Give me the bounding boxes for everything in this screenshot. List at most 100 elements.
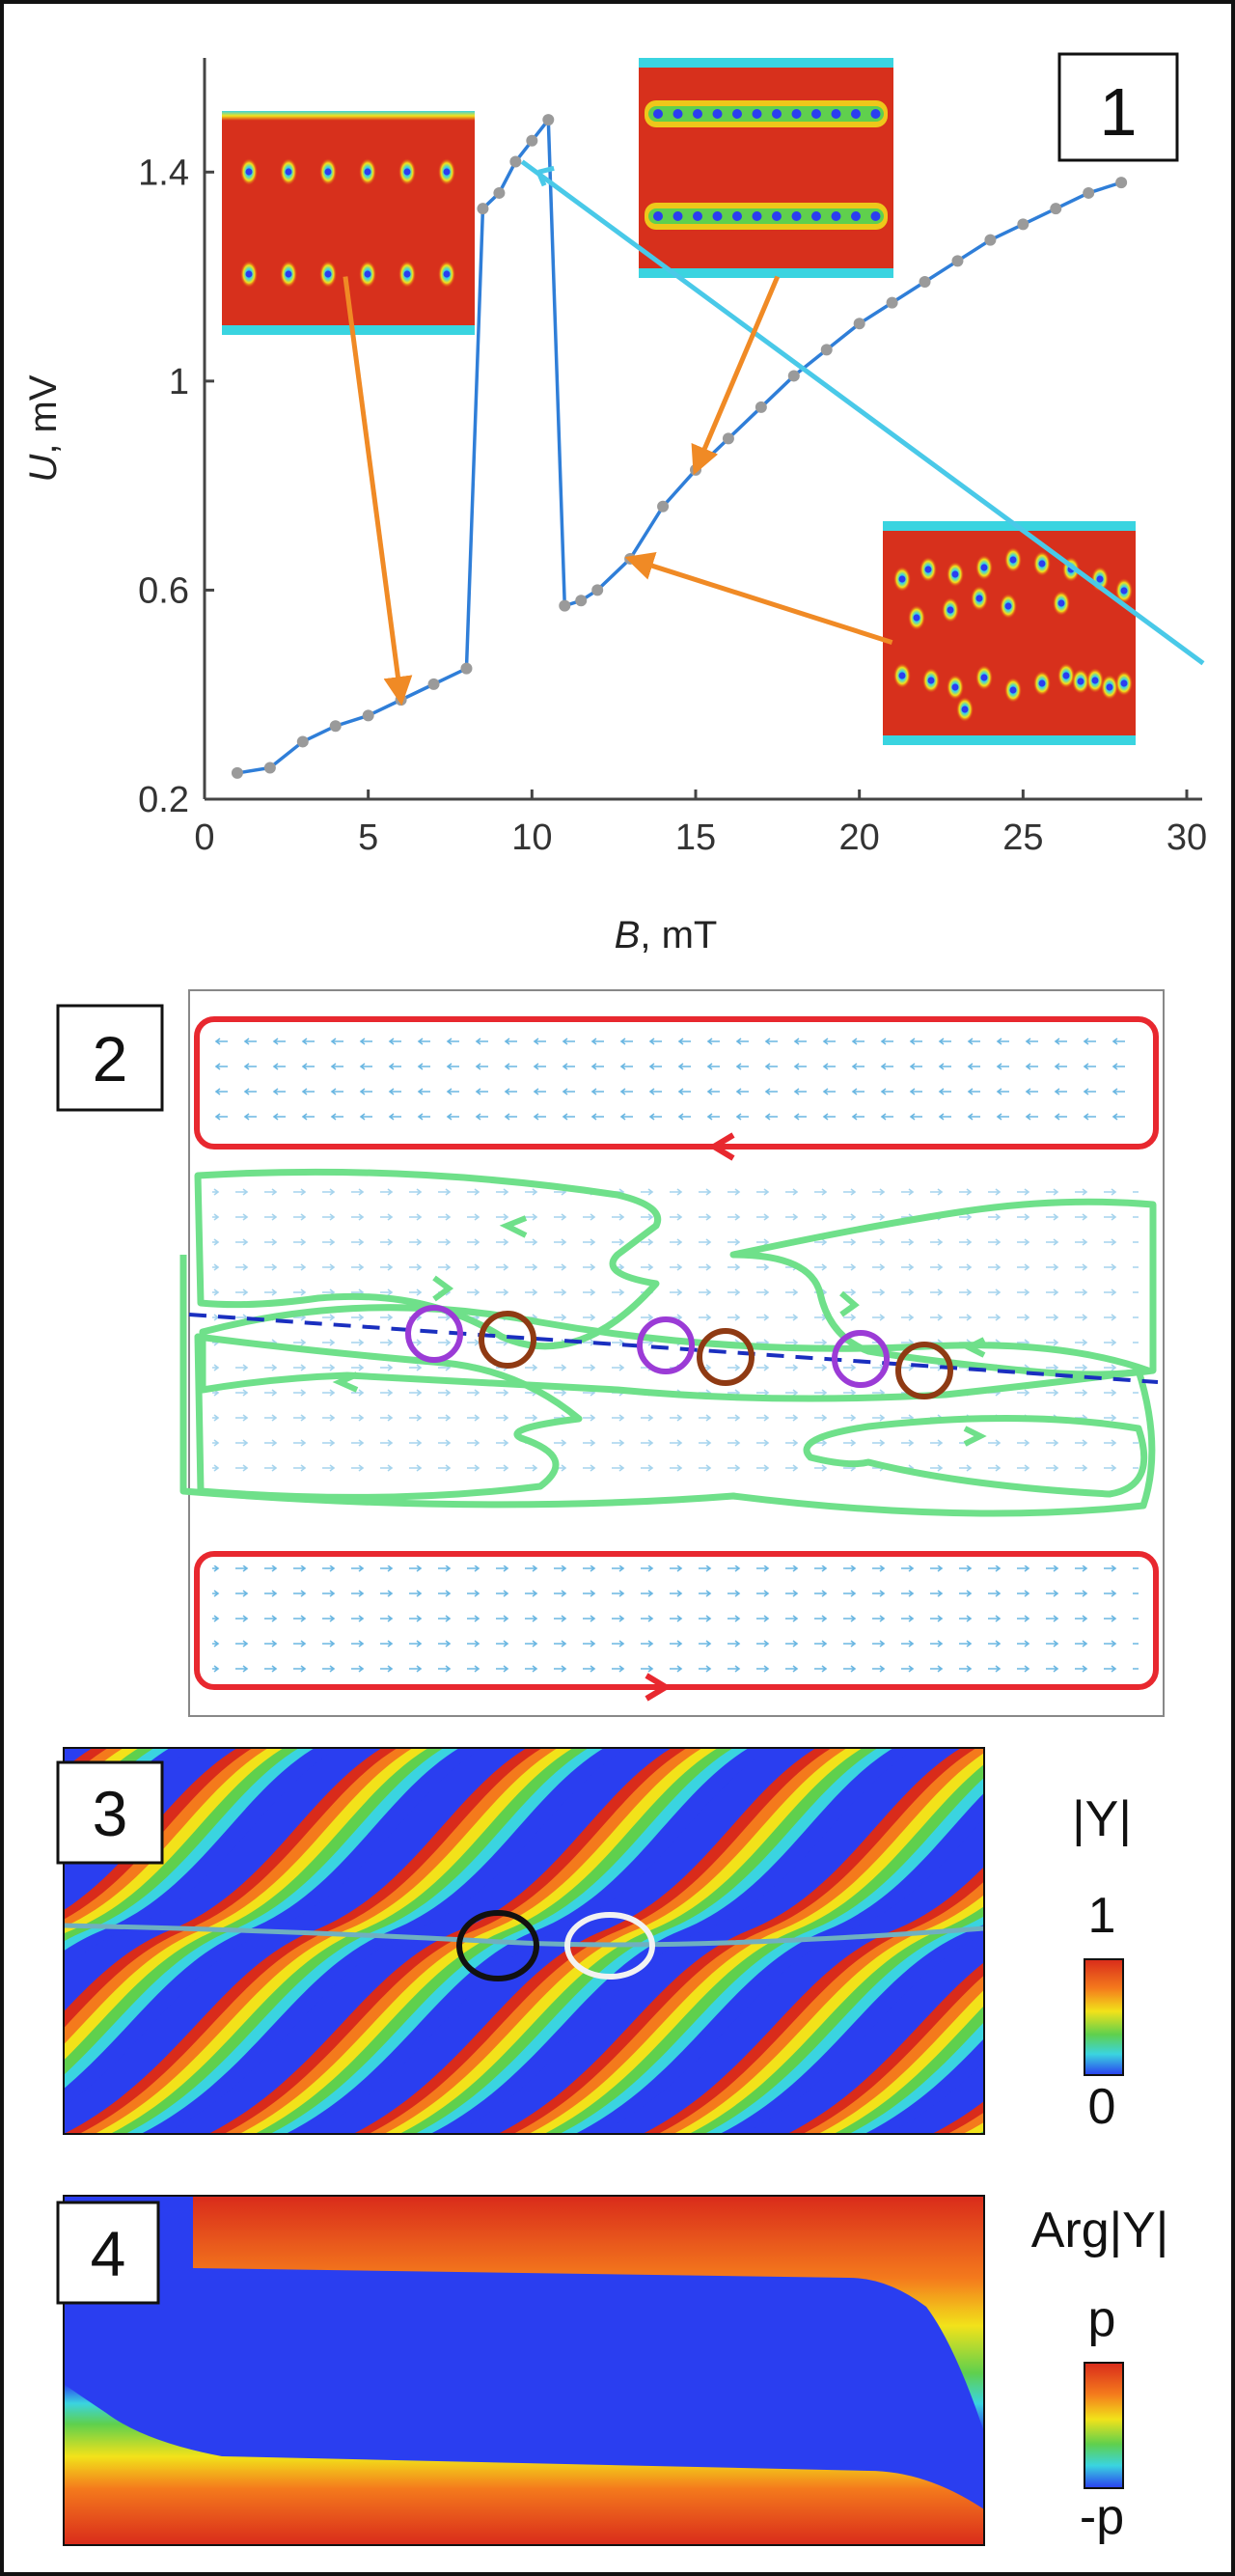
inset-vortex-core [791, 109, 802, 119]
quiver-field-top [212, 1025, 1139, 1133]
phase-band [125, 1748, 612, 2134]
green-flow-loops [179, 1168, 1157, 1517]
inset-vortex-core [1096, 575, 1104, 583]
data-point [460, 662, 473, 675]
phase-band [673, 1895, 984, 2134]
phase-band [110, 1748, 596, 2134]
data-point [329, 720, 342, 733]
panel-2-label-box [56, 1004, 164, 1112]
data-point [559, 599, 571, 612]
inset-vortex-core [1120, 679, 1128, 687]
inset-vortex-core [285, 168, 292, 176]
red-loop-bottom [194, 1551, 1159, 1690]
inset-vortex-core [947, 606, 954, 614]
panel-4-label-box [56, 2201, 160, 2305]
inset-vortex-core [951, 683, 959, 691]
inset-b-chain-lower-core [648, 208, 884, 224]
inset-vortex-core [913, 614, 920, 622]
vortex-2 [697, 1328, 755, 1386]
inset-c-bottom-edge [883, 735, 1136, 745]
inset-b-chain-upper-core [648, 106, 884, 122]
panel-2: 2 [56, 989, 1165, 1717]
phase-band [79, 1748, 565, 2134]
phase-band [430, 1748, 917, 2134]
x-tick-label: 5 [358, 817, 378, 858]
phase-band [1139, 1748, 1235, 2134]
inset-b-vortices [653, 109, 881, 221]
data-point [493, 186, 506, 199]
panel-1-axes: 0 5 10 15 20 25 30 0.2 0.6 1 1.4 B, mT U, mV [22, 58, 1207, 956]
inset-c-top-edge [883, 521, 1136, 531]
phase-band [399, 1748, 886, 2134]
panel-3-colorbar-max: 1 [1088, 1888, 1116, 1944]
x-axis-unit: , mT [640, 914, 717, 956]
phase-band [1154, 1748, 1235, 2134]
panel-3-label: 3 [93, 1778, 128, 1849]
phase-band [64, 1748, 338, 1969]
data-point [591, 584, 604, 596]
inset-vortex-core [403, 168, 411, 176]
vortex-marker-dark [456, 1910, 539, 1981]
data-point [1017, 218, 1029, 231]
x-axis-variable: B [615, 914, 641, 956]
panel-4-bottom-band [64, 2384, 984, 2545]
inset-vortex-core [898, 672, 906, 679]
data-point [951, 255, 964, 267]
inset-vortex-core [851, 211, 861, 221]
inset-vortex-core [1057, 599, 1065, 607]
phase-band [932, 2100, 984, 2134]
phase-band [0, 1748, 17, 2134]
inset-vortex-core [364, 168, 371, 176]
inset-vortex-core [672, 109, 683, 119]
data-point [263, 762, 276, 774]
data-point [919, 275, 931, 288]
panel-1-label: 1 [1100, 74, 1138, 150]
inset-vortex-core [752, 211, 762, 221]
green-loop-lower-right [803, 1414, 1148, 1498]
data-point [657, 500, 670, 512]
inset-vortex-core [712, 109, 723, 119]
y-tick-label: 1.4 [138, 152, 189, 193]
y-tick-label: 0.2 [138, 780, 189, 820]
inset-disordered-vortices [883, 521, 1136, 745]
red-loop-top [194, 1016, 1159, 1150]
vortex-chain-dashed-line [188, 1313, 1159, 1384]
inset-pointer-arrow [691, 275, 781, 476]
inset-vortex-core [951, 570, 959, 578]
panel-1-overlay [343, 159, 1205, 706]
phase-band [64, 1748, 452, 2083]
inset-vortex-core [672, 211, 683, 221]
data-point [296, 735, 309, 748]
inset-vortex-core [1120, 587, 1128, 595]
data-point [542, 114, 555, 126]
inset-vortex-core [732, 211, 742, 221]
inset-vortex-core [811, 211, 821, 221]
inset-vortex-core [653, 211, 663, 221]
red-loop-bottom-arrow [645, 1673, 672, 1702]
panel-3-core-line [64, 1923, 984, 1948]
data-point [575, 595, 588, 607]
phase-band [560, 1777, 984, 2134]
data-point [1083, 186, 1095, 199]
inset-vortex-core [693, 109, 702, 119]
inset-pointer-arrow [343, 276, 413, 706]
x-tick-label: 10 [511, 817, 552, 858]
inset-vortex-core [732, 109, 742, 119]
panel-1-label-box [1057, 52, 1179, 162]
data-point [231, 766, 243, 779]
phase-band [369, 1748, 855, 2134]
antivortex-1 [405, 1305, 463, 1363]
inset-vortex-core [1062, 672, 1070, 679]
green-flow-arrows [332, 1215, 987, 1447]
y-axis-variable: U [22, 454, 65, 483]
phase-band [720, 1924, 984, 2134]
data-point [526, 134, 538, 147]
phase-band [64, 1748, 550, 2134]
inset-vortex-core [443, 168, 451, 176]
inset-vortex-core [324, 270, 332, 278]
inset-c-vortices [893, 547, 1133, 722]
x-tick-label: 15 [675, 817, 716, 858]
data-point [427, 678, 440, 690]
inset-two-chains [639, 58, 893, 278]
